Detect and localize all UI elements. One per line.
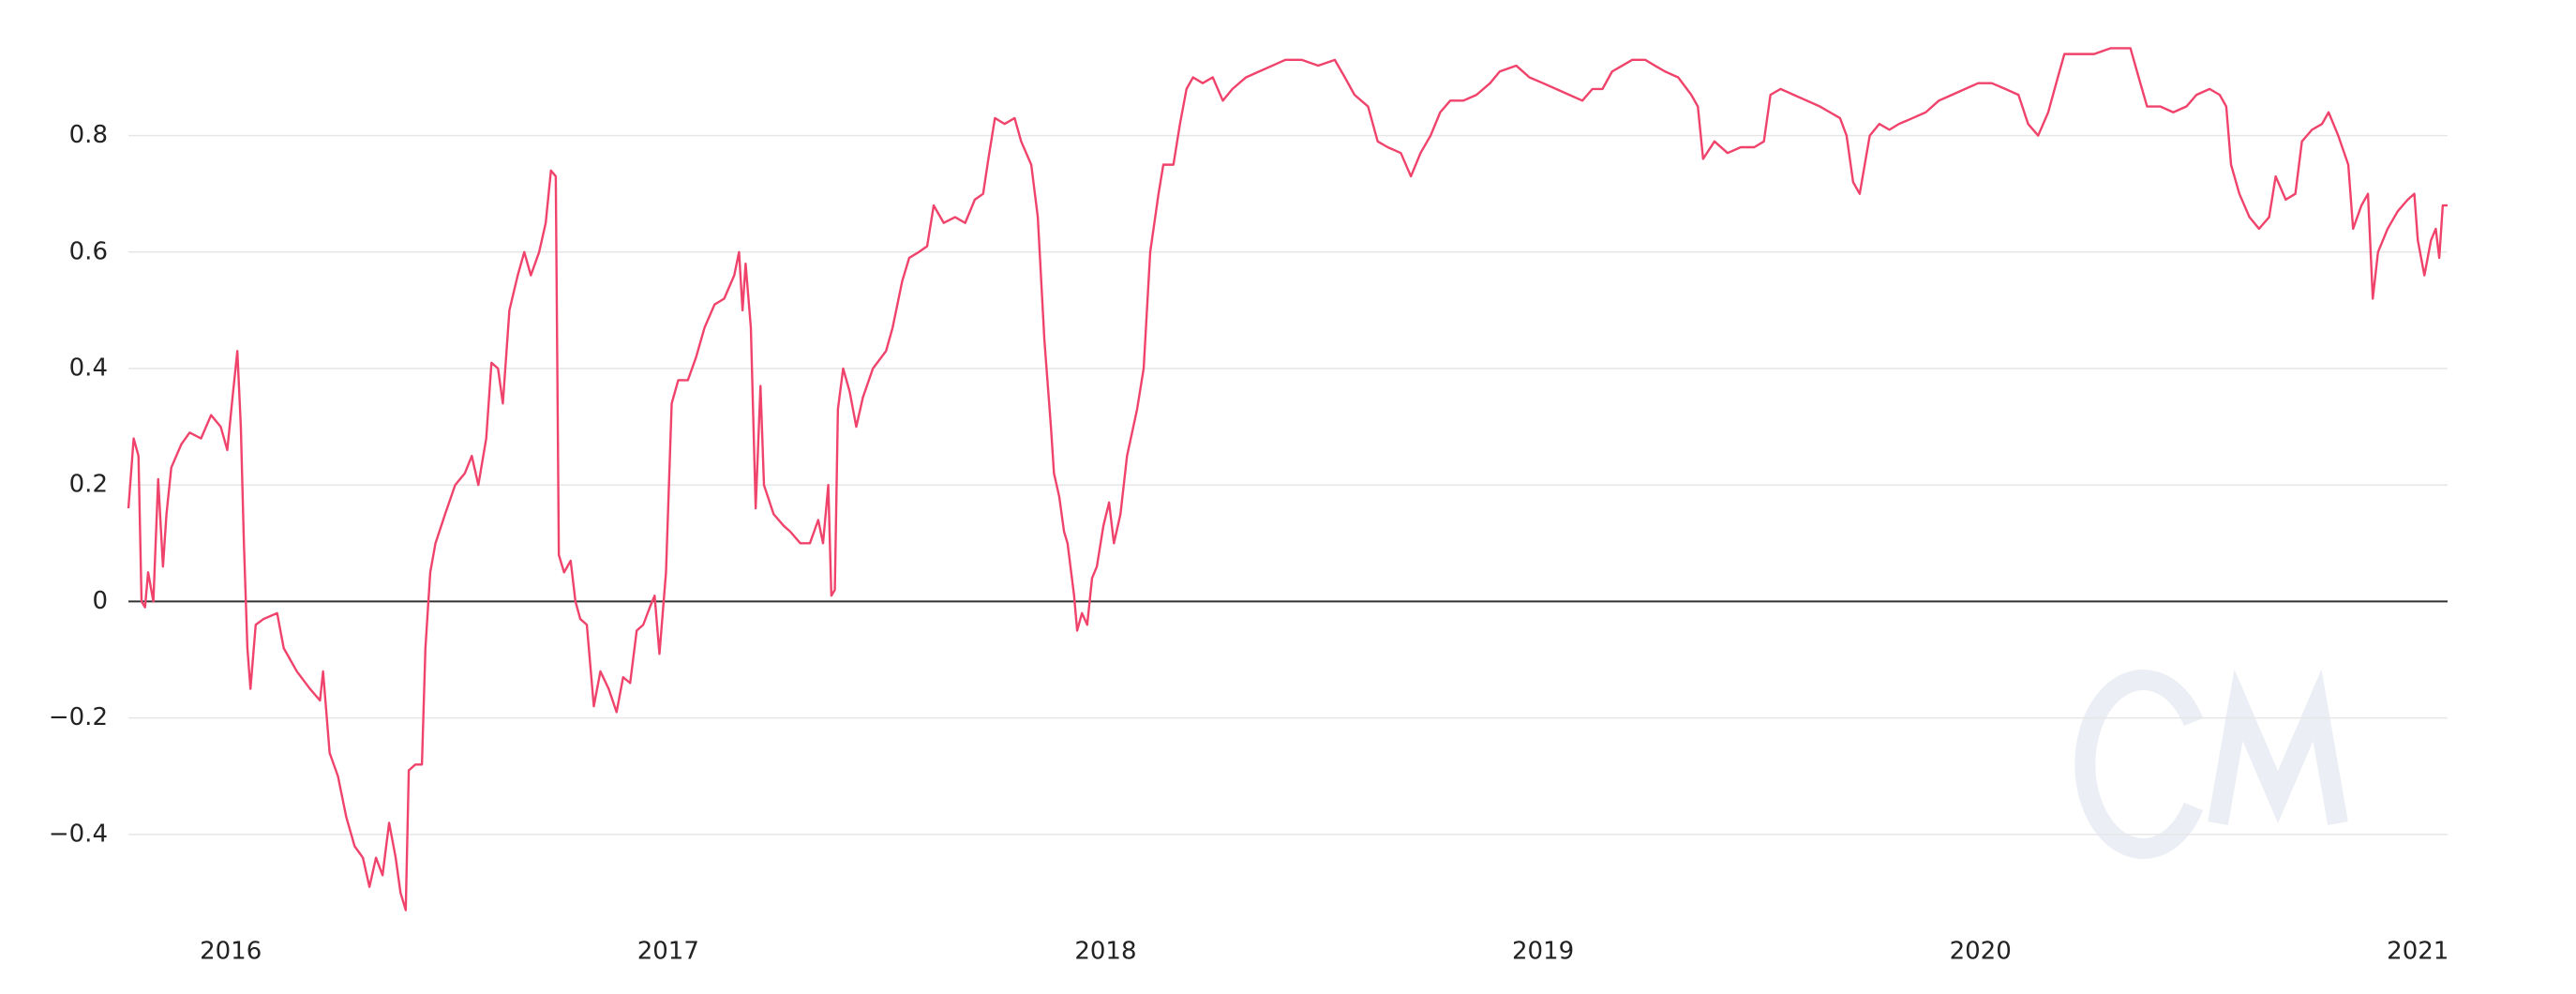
watermark-logo (2074, 669, 2348, 859)
y-tick-label: −0.2 (49, 703, 108, 731)
y-tick-label: 0.6 (69, 237, 108, 265)
y-tick-label: 0 (92, 587, 108, 615)
logo-m (2208, 669, 2348, 825)
y-tick-label: 0.2 (69, 471, 108, 499)
y-tick-label: 0.8 (69, 121, 108, 149)
x-tick-label: 2020 (1950, 938, 2012, 966)
y-tick-label: 0.4 (69, 354, 108, 383)
x-tick-label: 2019 (1512, 938, 1574, 966)
x-tick-label: 2021 (2387, 938, 2449, 966)
x-tick-label: 2017 (637, 938, 699, 966)
x-tick-label: 2016 (200, 938, 262, 966)
data-line (127, 47, 2448, 911)
logo-c (2074, 670, 2204, 859)
y-tick-label: −0.4 (49, 820, 108, 848)
x-tick-label: 2018 (1074, 938, 1136, 966)
